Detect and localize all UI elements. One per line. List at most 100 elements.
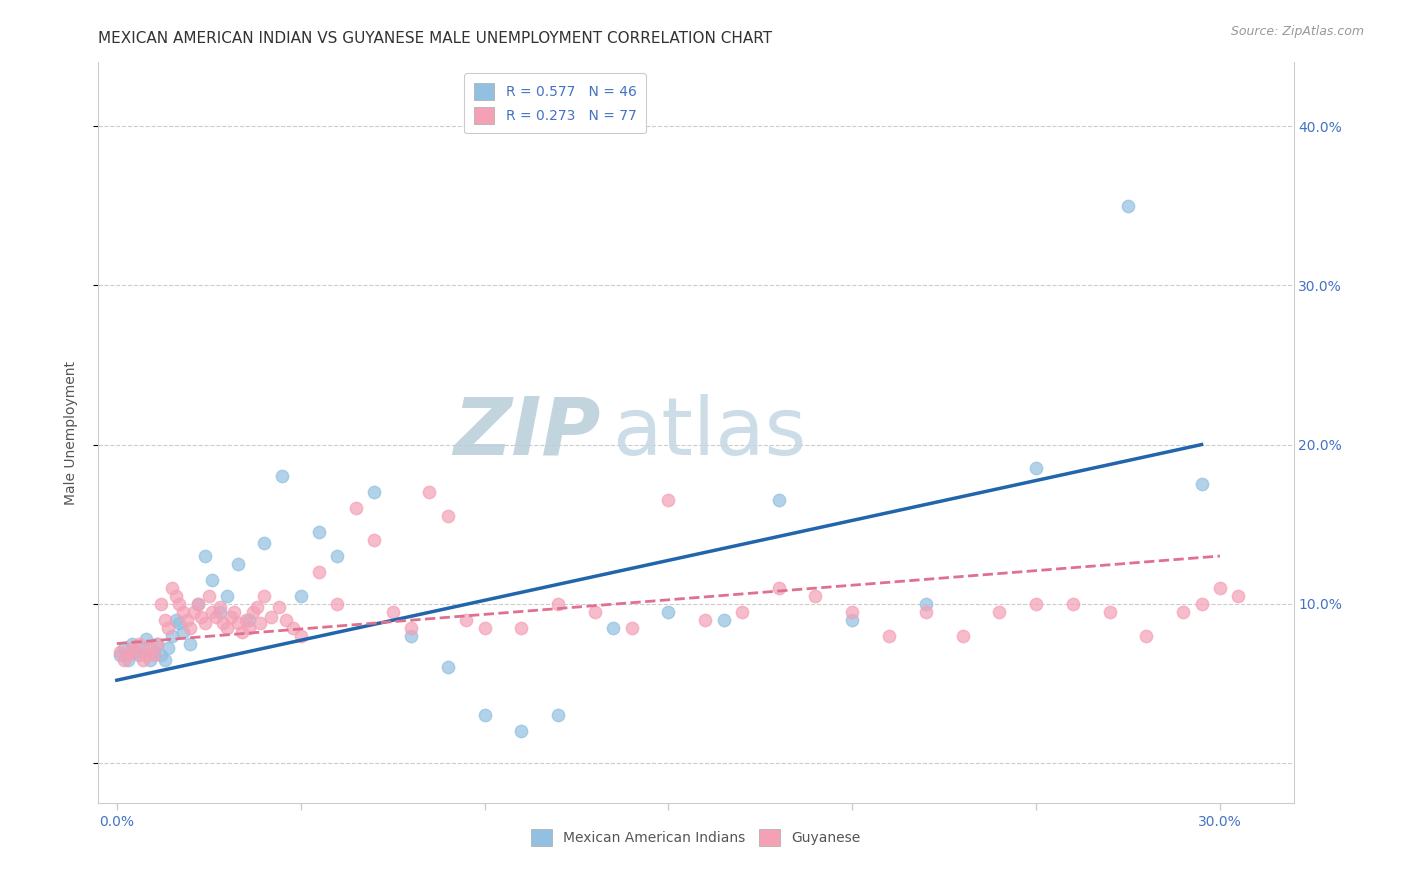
- Point: [547, 708, 569, 723]
- Point: [135, 648, 157, 662]
- Point: [224, 605, 246, 619]
- Point: [363, 533, 385, 547]
- Text: ZIP: ZIP: [453, 393, 600, 472]
- Point: [238, 621, 260, 635]
- Point: [381, 605, 404, 619]
- Point: [149, 648, 172, 662]
- Point: [165, 613, 187, 627]
- Point: [620, 621, 643, 635]
- Text: MEXICAN AMERICAN INDIAN VS GUYANESE MALE UNEMPLOYMENT CORRELATION CHART: MEXICAN AMERICAN INDIAN VS GUYANESE MALE…: [98, 31, 772, 46]
- Point: [149, 597, 172, 611]
- Point: [283, 621, 305, 635]
- Point: [267, 599, 290, 614]
- Point: [231, 625, 253, 640]
- Point: [877, 629, 900, 643]
- Point: [1116, 199, 1139, 213]
- Point: [208, 605, 231, 619]
- Point: [169, 615, 191, 630]
- Point: [110, 648, 132, 662]
- Point: [1098, 605, 1121, 619]
- Point: [201, 573, 224, 587]
- Point: [249, 615, 271, 630]
- Point: [1227, 589, 1250, 603]
- Point: [1025, 597, 1047, 611]
- Point: [112, 641, 135, 656]
- Point: [226, 615, 249, 630]
- Point: [219, 609, 242, 624]
- Point: [344, 501, 367, 516]
- Point: [804, 589, 827, 603]
- Point: [142, 644, 165, 658]
- Point: [235, 613, 257, 627]
- Point: [602, 621, 624, 635]
- Point: [117, 648, 139, 662]
- Point: [160, 581, 183, 595]
- Point: [183, 605, 205, 619]
- Point: [172, 625, 194, 640]
- Point: [326, 549, 349, 563]
- Y-axis label: Male Unemployment: Male Unemployment: [63, 360, 77, 505]
- Point: [139, 652, 162, 666]
- Point: [290, 629, 312, 643]
- Point: [190, 609, 212, 624]
- Point: [157, 621, 180, 635]
- Point: [399, 629, 422, 643]
- Point: [1191, 597, 1213, 611]
- Point: [914, 605, 936, 619]
- Point: [914, 597, 936, 611]
- Point: [205, 609, 228, 624]
- Text: atlas: atlas: [613, 393, 807, 472]
- Point: [142, 648, 165, 662]
- Point: [194, 615, 217, 630]
- Point: [418, 485, 440, 500]
- Point: [456, 613, 478, 627]
- Point: [841, 605, 863, 619]
- Point: [238, 613, 260, 627]
- Point: [474, 621, 496, 635]
- Point: [1209, 581, 1232, 595]
- Point: [474, 708, 496, 723]
- Point: [153, 613, 176, 627]
- Point: [245, 599, 267, 614]
- Point: [153, 652, 176, 666]
- Point: [217, 589, 239, 603]
- Point: [1191, 477, 1213, 491]
- Point: [201, 605, 224, 619]
- Point: [510, 724, 533, 739]
- Point: [197, 589, 219, 603]
- Point: [124, 644, 146, 658]
- Point: [657, 493, 679, 508]
- Point: [172, 605, 194, 619]
- Point: [112, 652, 135, 666]
- Point: [128, 637, 150, 651]
- Point: [110, 644, 132, 658]
- Point: [146, 637, 169, 651]
- Point: [187, 597, 209, 611]
- Point: [547, 597, 569, 611]
- Point: [194, 549, 217, 563]
- Point: [952, 629, 974, 643]
- Point: [363, 485, 385, 500]
- Point: [326, 597, 349, 611]
- Point: [695, 613, 717, 627]
- Point: [260, 609, 283, 624]
- Point: [308, 525, 330, 540]
- Point: [242, 605, 264, 619]
- Point: [135, 632, 157, 646]
- Point: [217, 621, 239, 635]
- Point: [768, 493, 790, 508]
- Point: [212, 615, 235, 630]
- Point: [179, 637, 201, 651]
- Point: [308, 565, 330, 579]
- Point: [128, 648, 150, 662]
- Point: [271, 469, 294, 483]
- Point: [657, 605, 679, 619]
- Point: [165, 589, 187, 603]
- Point: [157, 641, 180, 656]
- Point: [290, 589, 312, 603]
- Text: Source: ZipAtlas.com: Source: ZipAtlas.com: [1230, 25, 1364, 38]
- Point: [253, 589, 276, 603]
- Point: [1025, 461, 1047, 475]
- Point: [731, 605, 754, 619]
- Point: [121, 641, 143, 656]
